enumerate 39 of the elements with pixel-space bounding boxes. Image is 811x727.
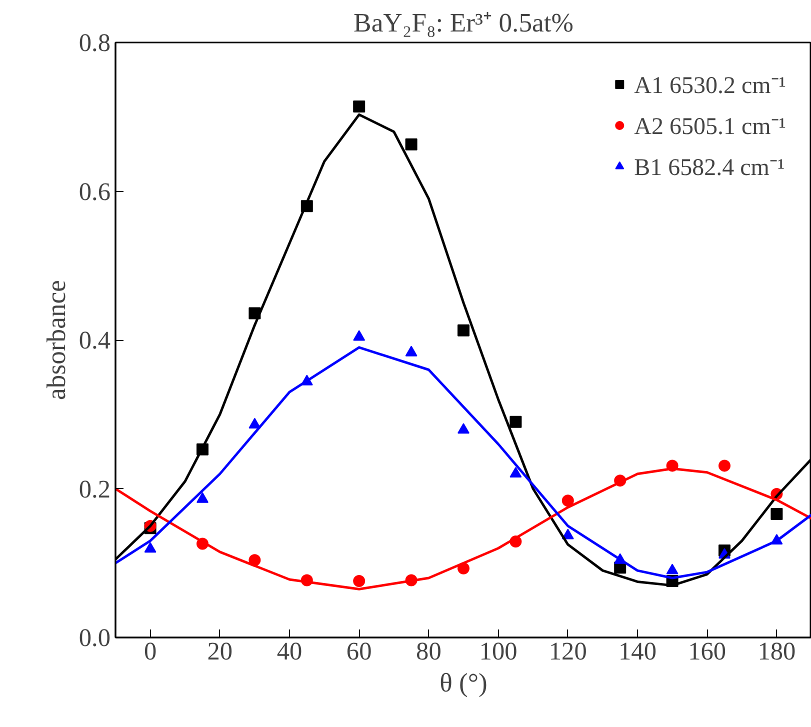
point <box>353 100 366 112</box>
legend-label: A2 6505.1 cm⁻¹ <box>634 113 786 141</box>
x-tick-label: 20 <box>207 638 233 666</box>
x-tick-label: 80 <box>416 638 442 666</box>
x-axis-title: θ (°) <box>440 668 488 698</box>
point <box>405 346 418 356</box>
x-tick-label: 120 <box>548 638 587 666</box>
point <box>405 138 418 150</box>
y-tick-label: 0.6 <box>78 178 111 206</box>
x-tick-label: 100 <box>479 638 518 666</box>
point <box>248 418 261 428</box>
point <box>458 423 470 434</box>
point <box>562 528 574 540</box>
chart-title: BaY₂F₈: Er³⁺ 0.5at% <box>354 8 574 38</box>
x-tick-label: 140 <box>618 638 657 666</box>
point <box>770 508 783 520</box>
y-axis-title: absorbance <box>40 280 71 400</box>
point <box>144 542 156 553</box>
x-tick-label: 0 <box>144 638 157 666</box>
point <box>458 324 470 336</box>
y-tick-label: 0.0 <box>78 624 111 652</box>
x-tick-label: 180 <box>758 638 796 666</box>
point <box>666 564 678 574</box>
point <box>562 494 574 507</box>
point <box>353 330 366 341</box>
point <box>510 467 522 478</box>
point <box>196 492 208 503</box>
point <box>353 574 366 587</box>
y-tick-label: 0.4 <box>78 326 111 354</box>
x-tick-label: 160 <box>688 638 726 666</box>
point <box>510 416 522 428</box>
legend-label: B1 6582.4 cm⁻¹ <box>634 154 785 182</box>
x-tick-label: 60 <box>346 638 372 666</box>
y-tick-label: 0.2 <box>78 475 111 504</box>
y-tick-label: 0.8 <box>78 29 111 57</box>
legend-label: A1 6530.2 cm⁻¹ <box>634 72 786 100</box>
point <box>248 554 261 566</box>
point <box>718 460 730 472</box>
x-tick-label: 40 <box>276 638 302 666</box>
